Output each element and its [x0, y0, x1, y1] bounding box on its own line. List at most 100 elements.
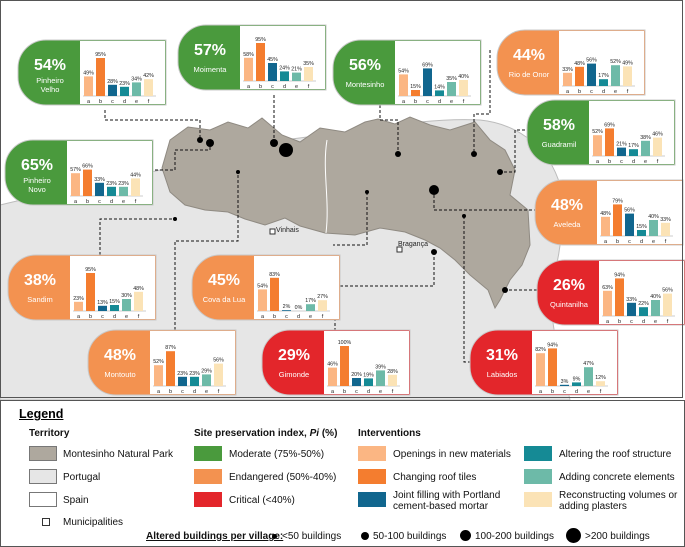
bar-e — [122, 299, 131, 311]
bar-letter: c — [285, 314, 288, 320]
village-dot — [395, 151, 401, 157]
bar-value-label: 40% — [648, 214, 659, 220]
bar-letter: b — [259, 84, 262, 90]
dot-large — [460, 530, 471, 541]
bar-e — [651, 300, 660, 316]
intervention-f-label-1: Reconstructing volumes or — [559, 490, 677, 501]
bar-letter: d — [297, 314, 300, 320]
territory-spain: Spain — [63, 495, 89, 506]
callout-pinheiro-novo: 65%PinheiroNovo57%a66%b33%c23%d23%e44%f — [5, 140, 153, 205]
bar-value-label: 47% — [583, 361, 594, 367]
bar-e — [584, 367, 593, 386]
bar-value-label: 28% — [387, 369, 398, 375]
callout-montouto: 48%Montouto52%a87%b23%c23%d29%e56%f — [88, 330, 236, 395]
bar-value-label: 46% — [652, 132, 663, 138]
bar-letter: b — [343, 389, 346, 395]
bar-f — [144, 79, 153, 96]
bar-b — [605, 128, 614, 156]
territory-heading: Territory — [29, 428, 69, 439]
index-unit: (%) — [322, 428, 338, 439]
bar-value-label: 52% — [153, 359, 164, 365]
bar-letter: c — [628, 239, 631, 245]
bar-f — [623, 66, 632, 86]
bar-e — [292, 73, 301, 81]
bar-a — [258, 289, 267, 311]
bar-c — [587, 64, 596, 86]
bar-d — [637, 230, 646, 236]
village-name-line: Montouto — [104, 370, 135, 379]
bar-letter: e — [125, 314, 128, 320]
bar-letter: b — [273, 314, 276, 320]
bar-a — [593, 135, 602, 156]
intervention-b-label: Changing roof tiles — [393, 472, 476, 483]
bar-c — [625, 214, 634, 236]
bar-value-label: 15% — [636, 224, 647, 230]
bar-value-label: 15% — [410, 84, 421, 90]
village-dot — [497, 169, 503, 175]
bar-value-label: 27% — [317, 294, 328, 300]
bar-letter: c — [590, 89, 593, 95]
preservation-index: 48% — [104, 347, 136, 364]
bar-b — [166, 351, 175, 386]
bar-value-label: 23% — [118, 181, 129, 187]
bar-letter: e — [295, 84, 298, 90]
intervention-e-swatch — [524, 469, 552, 484]
callout-quintanilha: 26%Quintanilha63%a94%b33%c22%d40%e56%f — [537, 260, 685, 325]
bar-f — [663, 294, 672, 316]
bar-letter: e — [450, 99, 453, 105]
bar-e — [447, 82, 456, 96]
spain-swatch — [29, 492, 57, 507]
bar-value-label: 83% — [269, 272, 280, 278]
bar-c — [95, 183, 104, 196]
bar-value-label: 33% — [626, 297, 637, 303]
bar-letter: b — [616, 239, 619, 245]
altered-xlarge: >200 buildings — [585, 531, 650, 542]
bar-letter: b — [86, 199, 89, 205]
bar-c — [98, 306, 107, 311]
bar-letter: e — [122, 199, 125, 205]
village-name-line: Novo — [28, 185, 46, 194]
bar-value-label: 56% — [662, 288, 673, 294]
village-dot — [429, 185, 439, 195]
bar-value-label: 23% — [177, 371, 188, 377]
village-name: Sandim — [27, 295, 52, 304]
bar-value-label: 58% — [243, 52, 254, 58]
bar-value-label: 21% — [291, 67, 302, 73]
index-endangered: Endangered (50%-40%) — [229, 472, 336, 483]
bar-value-label: 17% — [305, 298, 316, 304]
bar-e — [202, 374, 211, 386]
bar-value-label: 79% — [612, 198, 623, 204]
municipality-label: Bragança — [398, 241, 428, 248]
bar-value-label: 94% — [547, 342, 558, 348]
bar-e — [376, 370, 385, 386]
bar-letter: b — [99, 99, 102, 105]
bar-value-label: 35% — [446, 76, 457, 82]
bar-value-label: 57% — [70, 167, 81, 173]
intervention-c-label-1: Joint filling with Portland — [393, 490, 500, 501]
bar-value-label: 69% — [422, 62, 433, 68]
bar-value-label: 48% — [600, 211, 611, 217]
village-name-line: Sandim — [27, 295, 52, 304]
bar-d — [110, 305, 119, 311]
index-heading-text: Site preservation index, — [194, 428, 307, 439]
bar-value-label: 44% — [130, 172, 141, 178]
bar-a — [74, 302, 83, 311]
bar-value-label: 52% — [592, 129, 603, 135]
callout-labiados: 31%Labiados82%a94%b3%c9%d47%e12%f — [470, 330, 618, 395]
village-dot — [279, 143, 293, 157]
bar-value-label: 12% — [595, 375, 606, 381]
village-map: Vinhais Bragança 54%PinheiroVelho49%a95%… — [0, 0, 685, 400]
bar-a — [244, 58, 253, 81]
bar-a — [399, 74, 408, 96]
callout-pinheiro-velho: 54%PinheiroVelho49%a95%b28%c23%d34%e42%f — [18, 40, 166, 105]
bar-value-label: 56% — [213, 358, 224, 364]
bar-value-label: 56% — [624, 208, 635, 214]
village-name: Cova da Lua — [203, 295, 246, 304]
bar-value-label: 22% — [638, 301, 649, 307]
bar-c — [560, 385, 569, 386]
bar-letter: e — [644, 159, 647, 165]
village-dot — [197, 137, 203, 143]
bar-value-label: 24% — [279, 65, 290, 71]
bar-d — [572, 382, 581, 386]
dot-small — [272, 534, 277, 539]
